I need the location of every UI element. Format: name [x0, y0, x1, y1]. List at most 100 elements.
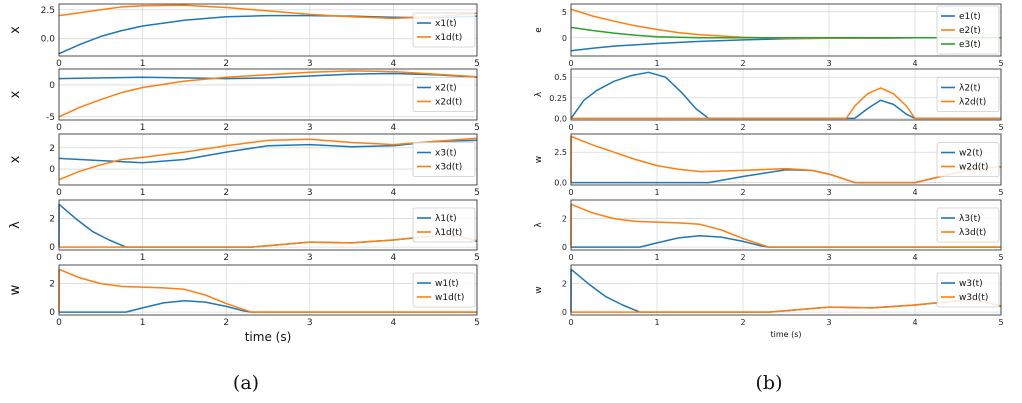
x-tick-label: 2 [740, 59, 745, 68]
legend-label: w1(t) [435, 279, 459, 289]
x-tick-label: 3 [826, 188, 831, 197]
legend-label: w3(t) [959, 279, 983, 289]
y-tick-label: -5 [46, 113, 55, 123]
legend-label: w3d(t) [959, 293, 988, 303]
legend-label: x2(t) [435, 84, 457, 94]
legend-label: x1d(t) [435, 33, 462, 43]
x-tick-label: 0 [56, 188, 62, 198]
x-tick-label: 2 [223, 253, 229, 263]
y-axis-label: w [8, 284, 23, 295]
subplot-a3: 0 1 2 3 4 5 0 2 x x3(t) x3d(t) [8, 133, 480, 198]
y-tick-label: 2.5 [554, 148, 567, 157]
x-tick-label: 4 [391, 188, 397, 198]
legend-box [412, 207, 476, 243]
x-tick-label: 2 [223, 59, 229, 69]
x-tick-label: 5 [474, 59, 480, 69]
x-tick-label: 3 [307, 253, 313, 263]
series-line-e3(t) [570, 26, 1001, 39]
y-tick-label: 2 [562, 280, 567, 289]
legend-label: w1d(t) [435, 293, 464, 303]
x-tick-label: 0 [568, 59, 573, 68]
x-axis-label: time (s) [770, 330, 801, 339]
x-tick-label: 4 [912, 188, 917, 197]
y-axis-label: e [534, 27, 544, 33]
legend: x3(t) x3d(t) [412, 142, 476, 177]
legend: λ3(t) λ3d(t) [936, 207, 1000, 243]
legend: e1(t) e2(t) e3(t) [936, 5, 1000, 55]
y-tick-label: 0 [562, 34, 567, 43]
legend-label: λ2(t) [959, 84, 981, 94]
x-tick-label: 1 [140, 59, 146, 69]
x-tick-label: 5 [998, 318, 1003, 327]
legend-label: e3(t) [959, 40, 981, 50]
legend-box [936, 207, 1000, 243]
x-tick-label: 1 [654, 318, 659, 327]
y-tick-label: 0 [49, 308, 55, 318]
x-tick-label: 4 [391, 253, 397, 263]
x-tick-label: 2 [740, 123, 745, 132]
subplot-a1: 0 1 2 3 4 5 0.0 2.5 x x1(t) x1d(t) [8, 3, 480, 69]
x-tick-label: 4 [391, 123, 397, 133]
series-line-λ3d(t) [570, 203, 1001, 248]
x-tick-label: 1 [654, 188, 659, 197]
x-tick-label: 2 [740, 253, 745, 262]
x-tick-label: 1 [654, 123, 659, 132]
y-axis-label: x [8, 26, 23, 34]
x-tick-label: 0 [56, 318, 62, 328]
series-line-e1(t) [570, 37, 1001, 52]
y-tick-label: 0 [562, 243, 567, 252]
legend: w3(t) w3d(t) [936, 272, 1000, 308]
subplot-b4: 0 1 2 3 4 5 0 2 λ λ3(t) λ3d(t) [534, 199, 1004, 262]
y-tick-label: 0 [49, 165, 55, 175]
x-tick-label: 2 [223, 123, 229, 133]
x-tick-label: 1 [654, 59, 659, 68]
axes-frame [570, 133, 1002, 186]
x-tick-label: 0 [568, 188, 573, 197]
subplot-a4: 0 1 2 3 4 5 0 2 λ λ1(t) λ1d(t) [8, 199, 480, 263]
legend-box [936, 77, 1000, 112]
x-tick-label: 0 [568, 318, 573, 327]
y-axis-label: x [8, 155, 23, 163]
subplot-b1: 0 1 2 3 4 5 0 5 e e1(t) e2(t) e3(t) [534, 3, 1004, 68]
x-tick-label: 1 [140, 253, 146, 263]
x-tick-label: 1 [140, 188, 146, 198]
series-line-x1(t) [58, 14, 478, 55]
x-tick-label: 4 [912, 253, 917, 262]
y-axis-label: x [8, 90, 23, 98]
x-tick-label: 1 [654, 253, 659, 262]
caption-a: (a) [233, 372, 259, 394]
y-tick-label: 0.0 [554, 114, 567, 123]
legend-label: λ3(t) [959, 214, 981, 224]
y-tick-label: 2 [49, 280, 55, 290]
x-tick-label: 5 [998, 188, 1003, 197]
legend-box [412, 12, 476, 48]
caption-b: (b) [756, 372, 783, 394]
legend-label: λ3d(t) [959, 228, 986, 238]
legend: w1(t) w1d(t) [412, 272, 476, 308]
x-tick-label: 2 [223, 188, 229, 198]
legend-label: e1(t) [959, 12, 981, 22]
series-line-λ3(t) [571, 234, 1001, 248]
subplot-b3: 0 1 2 3 4 5 0.0 2.5 w w2(t) w2d(t) [534, 133, 1004, 197]
y-axis-label: w [534, 156, 544, 163]
legend-label: x3(t) [435, 149, 457, 159]
x-tick-label: 4 [391, 59, 397, 69]
legend-label: x3d(t) [435, 163, 462, 173]
legend-box [936, 142, 1000, 177]
x-tick-label: 3 [307, 188, 313, 198]
x-tick-label: 3 [826, 318, 831, 327]
series-line-w3(t) [570, 268, 1002, 313]
x-tick-label: 3 [826, 123, 831, 132]
axes-frame [570, 68, 1002, 121]
y-tick-label: 2 [49, 144, 55, 154]
x-tick-label: 0 [56, 253, 62, 263]
legend-label: e2(t) [959, 26, 981, 36]
x-tick-label: 5 [474, 253, 480, 263]
series-line-λ2(t) [570, 71, 1001, 120]
axes-frame [58, 264, 478, 316]
y-tick-label: 5 [562, 8, 567, 17]
y-tick-label: 0 [49, 243, 55, 253]
